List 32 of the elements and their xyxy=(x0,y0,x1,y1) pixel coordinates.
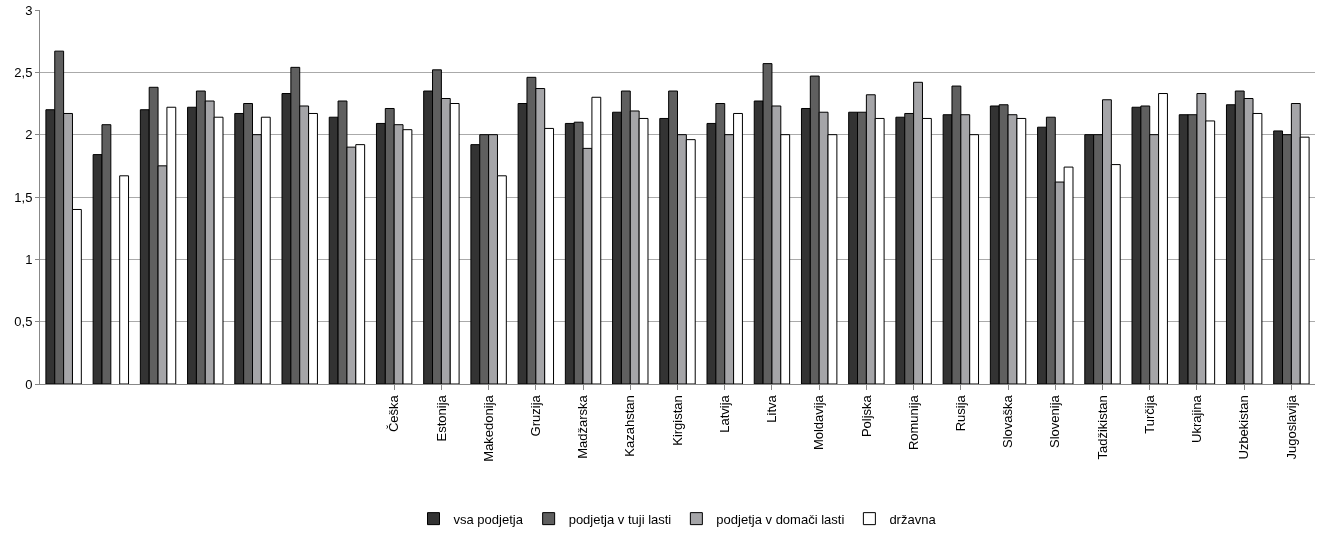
y-tick-label: 2 xyxy=(25,127,33,143)
y-tick-label: 1,5 xyxy=(14,189,33,205)
x-tick-label: Slovaška xyxy=(1000,394,1016,448)
legend-label: podjetja v tuji lasti xyxy=(568,511,672,527)
legend-label: vsa podjetja xyxy=(453,511,524,527)
x-tick-label: Uzbekistan xyxy=(1236,395,1252,460)
x-tick-label: Romunija xyxy=(905,394,921,451)
x-tick-label: Estonija xyxy=(433,394,449,442)
legend-label: podjetja v domači lasti xyxy=(716,511,845,527)
y-tick-label: 0 xyxy=(25,376,33,392)
x-tick-label: Makedonija xyxy=(480,394,496,462)
x-tick-label: Slovenija xyxy=(1047,394,1063,448)
x-tick-label: Turčija xyxy=(1141,394,1157,434)
y-tick-label: 0,5 xyxy=(14,314,33,330)
x-tick-label: Ukrajina xyxy=(1189,394,1205,443)
bar xyxy=(119,175,130,384)
x-tick-label: Madžarska xyxy=(575,394,591,459)
x-tick-label: Gruzija xyxy=(528,394,544,437)
x-tick-label: Poljska xyxy=(858,394,874,438)
x-tick-label: Litva xyxy=(764,394,780,423)
x-tick-label: Kazahstan xyxy=(622,395,638,457)
y-tick-label: 1 xyxy=(25,251,33,267)
y-tick-label: 3 xyxy=(25,2,33,18)
y-tick-label: 2,5 xyxy=(14,64,33,80)
x-tick-label: Kirgistan xyxy=(669,395,685,446)
x-tick-label: Moldavija xyxy=(811,394,827,451)
x-tick-label: Latvija xyxy=(716,394,732,433)
legend-label: državna xyxy=(889,511,937,527)
x-tick-label: Tadžikistan xyxy=(1094,395,1110,460)
x-tick-label: Rusija xyxy=(953,394,969,432)
x-tick-label: Češka xyxy=(386,394,402,433)
x-tick-label: Jugoslavija xyxy=(1283,394,1299,460)
